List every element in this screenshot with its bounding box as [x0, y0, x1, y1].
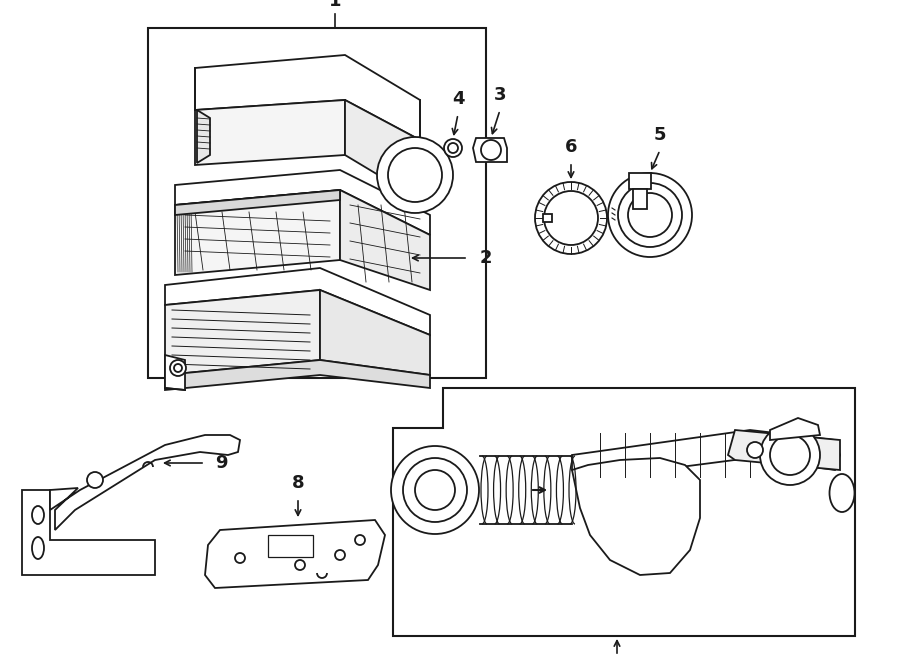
- Circle shape: [747, 442, 763, 458]
- Bar: [543, 214, 552, 222]
- Polygon shape: [393, 388, 855, 636]
- Polygon shape: [165, 268, 430, 335]
- Polygon shape: [165, 290, 320, 375]
- Polygon shape: [195, 55, 420, 140]
- Circle shape: [628, 193, 672, 237]
- Polygon shape: [572, 458, 700, 575]
- Circle shape: [87, 472, 103, 488]
- Circle shape: [760, 425, 820, 485]
- Circle shape: [403, 458, 467, 522]
- Polygon shape: [345, 100, 420, 200]
- Polygon shape: [50, 435, 240, 530]
- Bar: [268, 535, 313, 557]
- Circle shape: [377, 137, 453, 213]
- Polygon shape: [473, 138, 507, 162]
- Polygon shape: [22, 490, 155, 575]
- Text: 6: 6: [565, 138, 577, 156]
- Circle shape: [174, 364, 182, 372]
- Circle shape: [481, 140, 501, 160]
- Polygon shape: [320, 290, 430, 375]
- Circle shape: [444, 139, 462, 157]
- Circle shape: [170, 360, 186, 376]
- Circle shape: [391, 446, 479, 534]
- Text: 5: 5: [653, 126, 666, 144]
- Circle shape: [535, 182, 607, 254]
- Circle shape: [448, 143, 458, 153]
- Ellipse shape: [32, 537, 44, 559]
- Polygon shape: [165, 360, 430, 390]
- Polygon shape: [205, 520, 385, 588]
- Polygon shape: [770, 418, 820, 440]
- Ellipse shape: [830, 474, 854, 512]
- Polygon shape: [175, 170, 430, 235]
- Circle shape: [388, 148, 442, 202]
- Text: 3: 3: [494, 86, 506, 104]
- Text: 4: 4: [452, 90, 464, 108]
- Circle shape: [415, 470, 455, 510]
- Circle shape: [295, 560, 305, 570]
- Text: 8: 8: [292, 474, 304, 492]
- Circle shape: [770, 435, 810, 475]
- Circle shape: [608, 173, 692, 257]
- Circle shape: [335, 550, 345, 560]
- Polygon shape: [728, 430, 840, 470]
- Bar: [633, 189, 647, 209]
- Circle shape: [544, 191, 598, 245]
- Polygon shape: [165, 355, 185, 390]
- Bar: [629, 173, 651, 189]
- Ellipse shape: [32, 506, 44, 524]
- Polygon shape: [572, 430, 840, 480]
- Polygon shape: [175, 190, 340, 275]
- Bar: [148, 28, 486, 378]
- Circle shape: [355, 535, 365, 545]
- Polygon shape: [197, 110, 210, 163]
- Polygon shape: [175, 190, 340, 215]
- Circle shape: [618, 183, 682, 247]
- Polygon shape: [195, 100, 345, 165]
- Text: 9: 9: [215, 454, 228, 472]
- Text: 1: 1: [328, 0, 341, 10]
- Circle shape: [235, 553, 245, 563]
- Polygon shape: [340, 190, 430, 290]
- Text: 2: 2: [480, 249, 492, 267]
